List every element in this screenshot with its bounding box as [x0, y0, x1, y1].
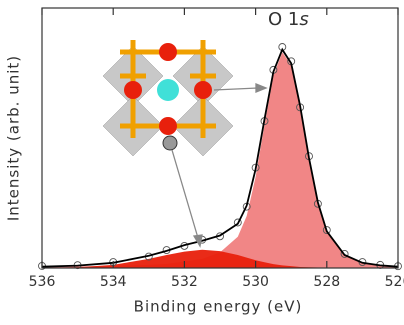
- x-tick-label: 532: [171, 274, 198, 290]
- component-area: [42, 249, 398, 268]
- y-axis-label: Intensity (arb. unit): [5, 55, 23, 221]
- data-point: [340, 250, 349, 258]
- x-tick-label: 536: [29, 274, 56, 290]
- x-tick-label: 528: [313, 274, 340, 290]
- crystal-inset: [102, 40, 268, 248]
- data-point: [322, 226, 331, 234]
- component-area: [42, 52, 398, 269]
- data-point: [233, 218, 242, 227]
- annotation: O 1s: [268, 9, 309, 30]
- fit-line: [41, 47, 399, 268]
- plot-area: 536 534 532 530 528 526: [29, 7, 404, 290]
- x-tick-label: 530: [242, 274, 269, 290]
- plot-frame: [41, 7, 399, 269]
- x-tick-label: 526: [385, 274, 404, 290]
- x-tick-label: 534: [100, 274, 127, 290]
- x-axis-label: Binding energy (eV): [134, 298, 303, 316]
